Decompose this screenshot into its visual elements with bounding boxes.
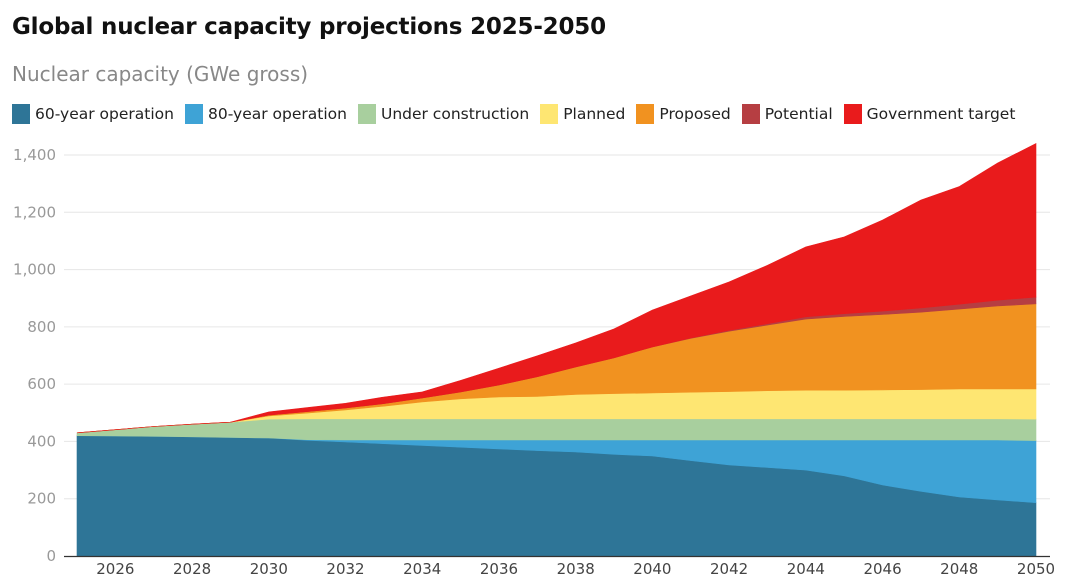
chart-subtitle: Nuclear capacity (GWe gross) (12, 62, 309, 86)
legend-item-planned: Planned (540, 104, 625, 124)
y-tick-label: 200 (27, 490, 56, 508)
y-tick-label: 0 (46, 547, 56, 565)
legend-item-government-target: Government target (843, 104, 1016, 124)
legend-label: Planned (563, 105, 626, 123)
x-tick-label: 2026 (96, 560, 134, 578)
legend-item-80-year-operation: 80-year operation (184, 104, 347, 124)
y-tick-label: 1,400 (13, 146, 56, 164)
x-tick-label: 2030 (250, 560, 288, 578)
legend-item-proposed: Proposed (636, 104, 731, 124)
x-tick-label: 2048 (940, 560, 978, 578)
x-tick-label: 2044 (787, 560, 825, 578)
legend-label: Proposed (659, 105, 731, 123)
area-government-target (76, 143, 1037, 434)
legend-swatch (184, 104, 203, 124)
legend-label: Under construction (380, 105, 530, 123)
x-tick-label: 2036 (480, 560, 518, 578)
legend-swatch (741, 104, 760, 124)
legend-item-under-construction: Under construction (357, 104, 530, 124)
x-tick-label: 2032 (326, 560, 364, 578)
x-tick-label: 2042 (710, 560, 748, 578)
y-tick-label: 1,000 (13, 261, 56, 279)
y-tick-label: 1,200 (13, 203, 56, 221)
legend-swatch (540, 104, 559, 124)
legend-label: 80-year operation (207, 105, 347, 123)
x-tick-label: 2028 (173, 560, 211, 578)
y-tick-label: 400 (27, 432, 56, 450)
legend-item-60-year-operation: 60-year operation (12, 104, 174, 124)
x-tick-label: 2040 (633, 560, 671, 578)
legend-label: Potential (764, 105, 833, 123)
x-tick-label: 2034 (403, 560, 441, 578)
area-under-construction (76, 418, 1037, 441)
area-layers (76, 143, 1037, 557)
x-tick-label: 2050 (1017, 560, 1055, 578)
y-tick-label: 600 (27, 375, 56, 393)
legend-item-potential: Potential (741, 104, 833, 124)
y-tick-label: 800 (27, 318, 56, 336)
chart-title: Global nuclear capacity projections 2025… (12, 14, 606, 40)
x-tick-label: 2046 (863, 560, 901, 578)
legend-swatch (12, 104, 30, 124)
legend-swatch (636, 104, 655, 124)
x-tick-label: 2038 (557, 560, 595, 578)
legend-swatch (357, 104, 376, 124)
legend: 60-year operation 80-year operation Under … (12, 104, 1026, 124)
legend-label: Government target (866, 105, 1016, 123)
legend-swatch (843, 104, 862, 124)
legend-label: 60-year operation (35, 105, 174, 123)
